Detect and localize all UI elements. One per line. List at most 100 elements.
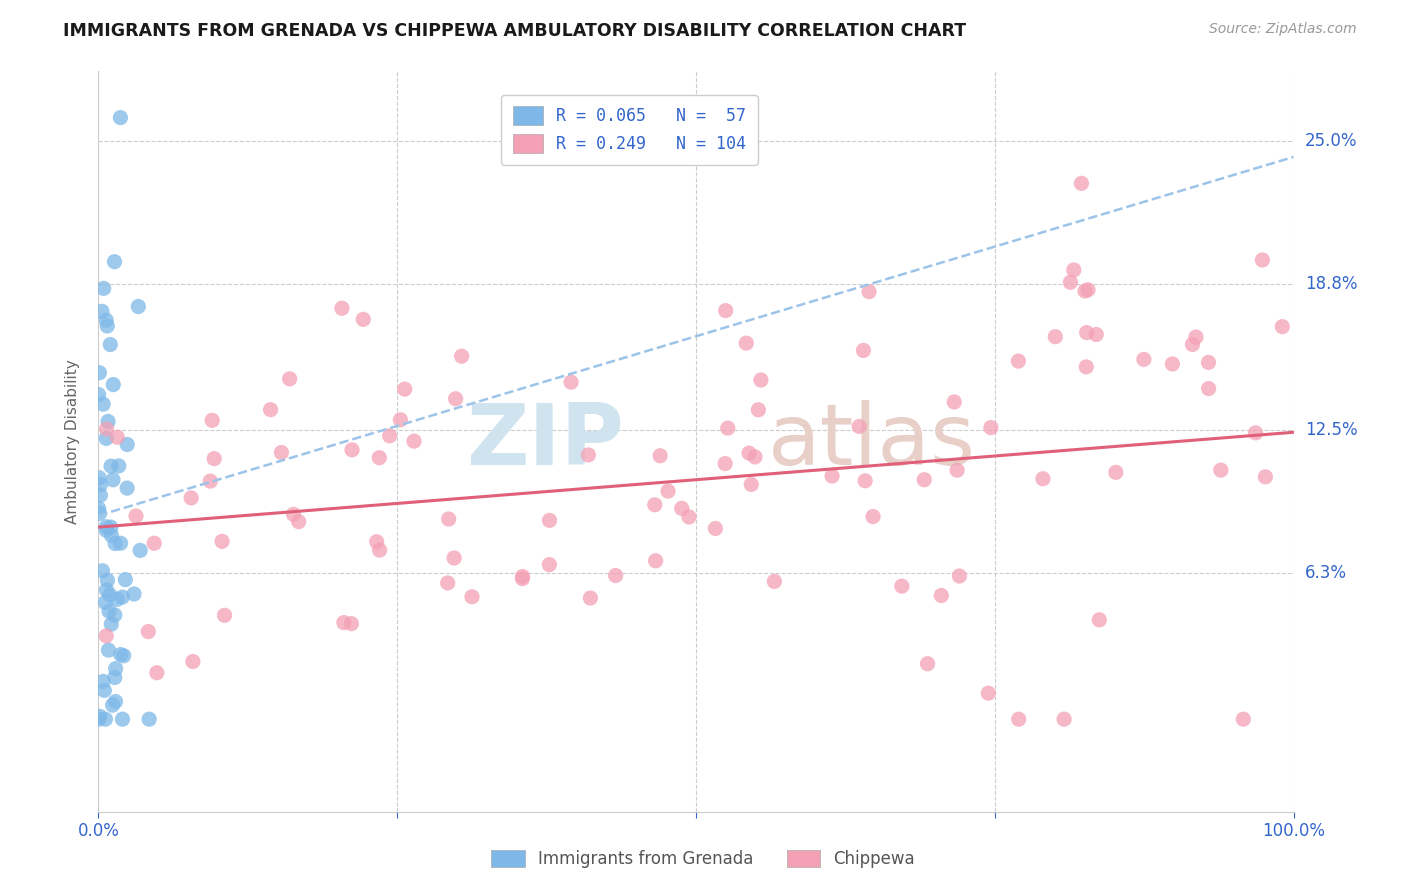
Point xyxy=(366,534,388,549)
Point xyxy=(1032,472,1054,486)
Point xyxy=(111,590,134,604)
Point xyxy=(100,520,122,534)
Point xyxy=(352,312,374,326)
Point xyxy=(821,469,844,483)
Point xyxy=(278,372,301,386)
Point xyxy=(89,477,111,491)
Point xyxy=(125,509,148,524)
Point xyxy=(97,643,120,657)
Point xyxy=(270,445,292,459)
Point xyxy=(122,587,145,601)
Point xyxy=(853,474,876,488)
Point xyxy=(1271,319,1294,334)
Point xyxy=(94,712,117,726)
Point xyxy=(211,534,233,549)
Point xyxy=(1063,263,1085,277)
Point xyxy=(368,543,391,558)
Point xyxy=(1198,355,1220,369)
Point xyxy=(87,712,110,726)
Point xyxy=(180,491,202,505)
Point xyxy=(91,564,114,578)
Point xyxy=(948,569,970,583)
Point xyxy=(747,402,769,417)
Point xyxy=(89,709,111,723)
Text: ZIP: ZIP xyxy=(467,400,624,483)
Point xyxy=(1045,329,1067,343)
Point xyxy=(538,558,561,572)
Point xyxy=(744,450,766,464)
Point xyxy=(93,281,115,295)
Point xyxy=(1085,327,1108,342)
Point xyxy=(96,629,118,643)
Point xyxy=(1076,359,1098,374)
Point xyxy=(110,536,132,550)
Point xyxy=(512,569,534,583)
Point xyxy=(436,576,458,591)
Point xyxy=(98,337,121,351)
Point xyxy=(340,442,363,457)
Point xyxy=(330,301,353,316)
Point xyxy=(100,459,122,474)
Point xyxy=(283,508,305,522)
Point xyxy=(136,624,159,639)
Text: 6.3%: 6.3% xyxy=(1305,565,1347,582)
Point xyxy=(103,254,125,268)
Point xyxy=(1074,284,1097,298)
Point xyxy=(862,509,884,524)
Point xyxy=(1070,177,1092,191)
Point xyxy=(94,595,117,609)
Point xyxy=(96,519,118,533)
Text: atlas: atlas xyxy=(768,400,976,483)
Point xyxy=(110,648,132,662)
Point xyxy=(512,572,534,586)
Point xyxy=(402,434,425,449)
Point xyxy=(104,694,127,708)
Point xyxy=(104,607,127,622)
Point xyxy=(201,413,224,427)
Point xyxy=(93,683,115,698)
Point xyxy=(87,471,110,485)
Point xyxy=(87,387,110,401)
Point xyxy=(848,419,870,434)
Point xyxy=(579,591,602,605)
Point xyxy=(890,579,912,593)
Point xyxy=(644,498,666,512)
Point xyxy=(1232,712,1254,726)
Point xyxy=(461,590,484,604)
Point xyxy=(96,431,118,445)
Point xyxy=(202,451,225,466)
Point xyxy=(105,430,128,444)
Text: 18.8%: 18.8% xyxy=(1305,276,1357,293)
Point xyxy=(91,674,114,689)
Point xyxy=(671,501,693,516)
Point xyxy=(115,437,138,451)
Point xyxy=(740,477,762,491)
Point xyxy=(96,582,118,597)
Point xyxy=(1251,252,1274,267)
Point xyxy=(104,662,127,676)
Point xyxy=(1105,466,1128,480)
Point xyxy=(1181,337,1204,351)
Point xyxy=(538,513,561,527)
Point xyxy=(200,474,222,488)
Text: 12.5%: 12.5% xyxy=(1305,421,1357,439)
Point xyxy=(1254,470,1277,484)
Point xyxy=(340,616,363,631)
Point xyxy=(98,588,121,602)
Point xyxy=(394,382,416,396)
Point xyxy=(1076,326,1098,340)
Y-axis label: Ambulatory Disability: Ambulatory Disability xyxy=(65,359,80,524)
Point xyxy=(946,463,969,477)
Point xyxy=(735,336,758,351)
Point xyxy=(105,592,128,607)
Point xyxy=(738,446,761,460)
Point xyxy=(96,313,118,327)
Point xyxy=(143,536,166,550)
Point xyxy=(644,554,666,568)
Point xyxy=(146,665,169,680)
Point xyxy=(714,303,737,318)
Point xyxy=(115,481,138,495)
Point xyxy=(714,457,737,471)
Point xyxy=(181,655,204,669)
Text: Source: ZipAtlas.com: Source: ZipAtlas.com xyxy=(1209,22,1357,37)
